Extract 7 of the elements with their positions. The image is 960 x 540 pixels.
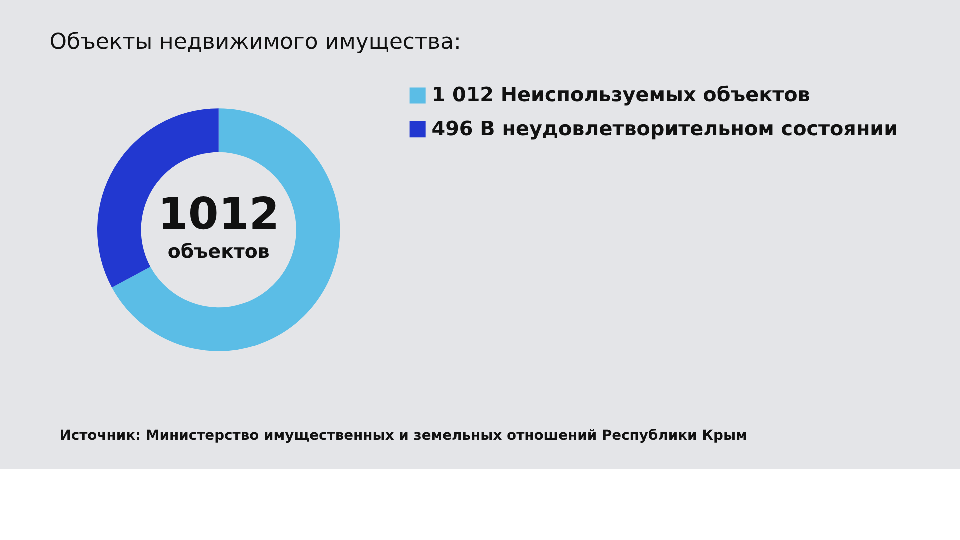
legend-label: 496 В неудовлетворительном состоянии (432, 118, 898, 141)
donut-slice (112, 108, 340, 352)
text: объектов (168, 240, 270, 263)
chart-title: Объекты недвижимого имущества: (50, 30, 462, 55)
text: Источник: Министерство имущественных и земельных отношений Республики Крым (60, 428, 748, 444)
data-label: 1012 (158, 189, 280, 240)
legend-label: 1 012 Неиспользуемых объектов (432, 84, 810, 107)
